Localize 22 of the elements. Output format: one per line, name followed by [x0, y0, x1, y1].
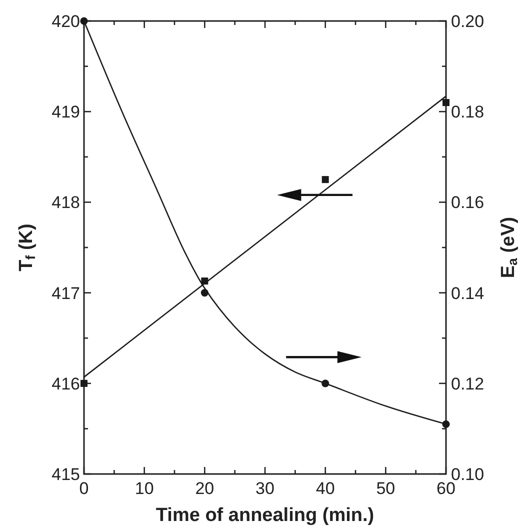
y-tick-label: 415	[52, 465, 80, 484]
y2-tick-label: 0.20	[451, 12, 484, 31]
y-tick-label: 418	[52, 193, 80, 212]
y-tick-label: 420	[52, 12, 80, 31]
x-axis-title: Time of annealing (min.)	[156, 505, 374, 526]
y2-tick-label: 0.12	[451, 374, 484, 394]
point	[322, 176, 329, 184]
x-tick-label: 60	[436, 479, 456, 498]
y2-tick-label: 0.18	[451, 102, 484, 122]
y-tick-label: 417	[52, 284, 80, 303]
x-tick-label: 30	[256, 479, 274, 498]
x-tick-label: 20	[195, 479, 214, 498]
x-tick-label: 40	[316, 479, 335, 498]
x-tick-label: 50	[376, 479, 396, 498]
x-tick-label: 10	[134, 479, 154, 498]
y-tick-label: 419	[52, 102, 80, 122]
point	[80, 380, 88, 387]
x-tick-label: 0	[79, 479, 89, 498]
point	[442, 99, 450, 106]
y-tick-label: 416	[52, 374, 80, 394]
y2-tick-label: 0.14	[451, 284, 484, 303]
y2-tick-label: 0.16	[451, 193, 484, 212]
